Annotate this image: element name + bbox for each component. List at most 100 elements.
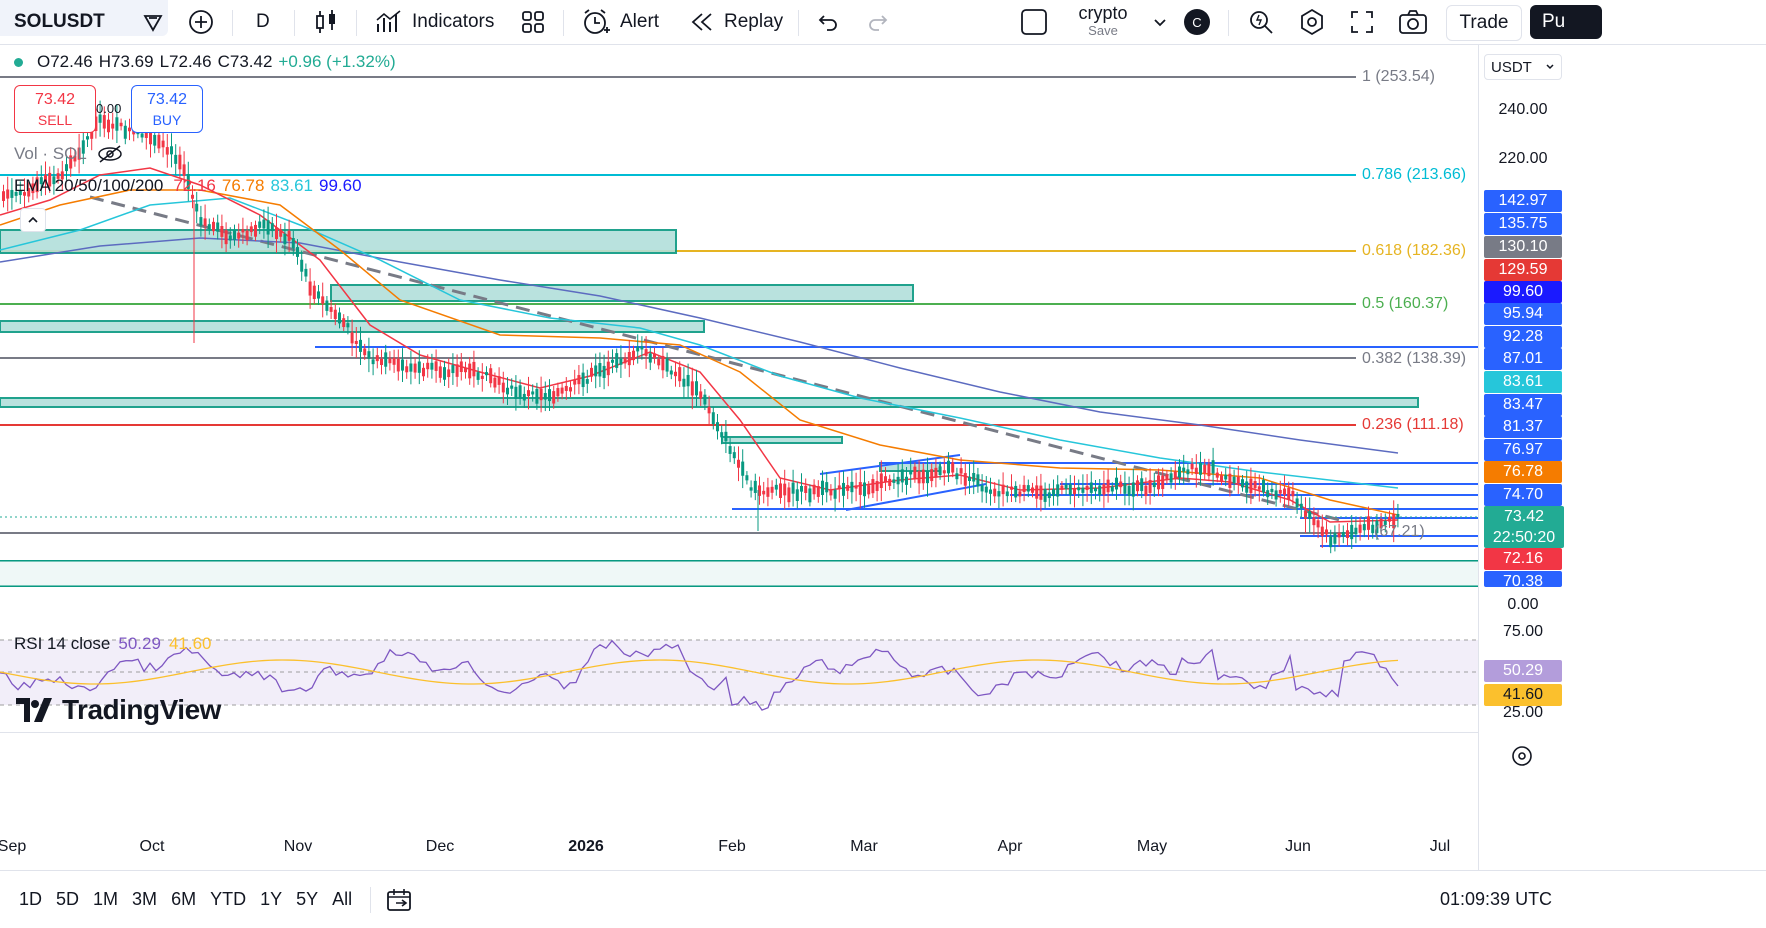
rsi-scale-label: 75.00 — [1502, 623, 1544, 640]
fullscreen-icon[interactable] — [1350, 0, 1374, 44]
sell-button[interactable]: 73.42 SELL — [14, 85, 96, 133]
scale-settings-icon[interactable] — [1510, 744, 1534, 773]
clock-utc[interactable]: 01:09:39 UTC — [1440, 889, 1553, 909]
price-chart[interactable] — [0, 44, 1766, 927]
eye-hidden-icon[interactable] — [97, 144, 123, 164]
settings-gear-icon[interactable] — [1298, 0, 1326, 44]
rsi-legend[interactable]: RSI 14 close 50.29 41.60 — [14, 634, 211, 654]
candle-body — [10, 189, 14, 198]
candle-body — [527, 390, 530, 397]
candle-body — [674, 371, 677, 377]
candle-body — [1266, 490, 1270, 498]
candle-body — [934, 467, 938, 478]
layout-name-button[interactable]: crypto Save — [1072, 0, 1134, 44]
candle-body — [1199, 462, 1202, 475]
candle-body — [14, 191, 18, 196]
range-button-1d[interactable]: 1D — [19, 889, 43, 909]
candle-body — [52, 176, 56, 185]
candle-body — [1064, 484, 1068, 490]
ema100-value: 83.61 — [270, 176, 313, 195]
axis-badge: 72.16 — [1484, 548, 1562, 570]
rsi-ma-value: 41.60 — [168, 634, 212, 653]
candle-body — [312, 285, 316, 300]
publish-button[interactable]: Pu — [1530, 5, 1602, 39]
candle-body — [804, 485, 808, 494]
candle-body — [1144, 485, 1148, 497]
candle-body — [795, 489, 799, 501]
candle-body — [380, 358, 383, 366]
candle-body — [1245, 481, 1249, 493]
volume-legend[interactable]: Vol · SOL — [14, 144, 123, 164]
range-button-5d[interactable]: 5D — [56, 889, 80, 909]
candle-body — [800, 485, 803, 492]
axis-badge: 87.01 — [1484, 348, 1562, 370]
axis-badge: 81.37 — [1484, 416, 1562, 438]
candle-body — [770, 486, 774, 493]
ema-label: EMA 20/50/100/200 — [14, 176, 164, 195]
range-button-all[interactable]: All — [332, 889, 353, 909]
candle-body — [678, 367, 682, 382]
range-button-5y[interactable]: 5Y — [296, 889, 319, 909]
indicators-button[interactable]: Indicators — [376, 0, 494, 44]
compare-plus-icon[interactable] — [188, 0, 214, 44]
candle-body — [254, 224, 257, 237]
buy-button[interactable]: 73.42 BUY — [131, 85, 203, 133]
replay-button[interactable]: Replay — [690, 0, 783, 44]
candle-body — [1367, 516, 1370, 530]
candle-body — [270, 223, 274, 232]
candle-body — [1094, 488, 1097, 492]
candle-body — [489, 368, 493, 384]
candle-body — [1388, 516, 1391, 522]
candle-body — [39, 177, 43, 185]
candle-body — [833, 489, 837, 499]
candle-body — [598, 363, 602, 377]
demand-zone — [330, 284, 914, 302]
ema50-line — [0, 189, 1399, 516]
bar-countdown: 22:50:20 — [1492, 529, 1556, 546]
symbol-name[interactable]: SOLUSDT — [14, 11, 105, 32]
candle-body — [783, 483, 787, 496]
indicators-label: Indicators — [412, 11, 495, 32]
candle-body — [1098, 485, 1102, 496]
candle-body — [606, 361, 610, 376]
indicators-icon — [376, 10, 401, 32]
collapse-legend-button[interactable] — [20, 208, 46, 232]
alert-button[interactable]: Alert — [582, 0, 659, 44]
currency-select[interactable]: USDT — [1484, 54, 1562, 80]
range-button-3m[interactable]: 3M — [132, 889, 158, 909]
goto-date-icon[interactable] — [386, 871, 412, 928]
candle-body — [543, 393, 547, 400]
candle-body — [779, 483, 782, 498]
chevron-down-icon[interactable] — [1152, 0, 1168, 44]
add-symbol-icon[interactable] — [141, 0, 165, 44]
interval-button[interactable]: D — [256, 11, 270, 32]
candle-body — [111, 123, 115, 129]
range-button-1m[interactable]: 1M — [93, 889, 119, 909]
fib-level-0236: 0.236 (111.18) — [1362, 416, 1464, 434]
candle-body — [716, 422, 719, 432]
candle-body — [60, 171, 64, 180]
range-button-ytd[interactable]: YTD — [210, 889, 247, 909]
camera-icon[interactable] — [1398, 0, 1428, 44]
templates-icon[interactable] — [521, 0, 545, 44]
ema200-value: 99.60 — [318, 176, 362, 195]
redo-icon[interactable] — [866, 0, 890, 44]
candles-icon[interactable] — [314, 0, 338, 44]
layout-square-icon[interactable] — [1020, 0, 1048, 44]
range-button-1y[interactable]: 1Y — [260, 889, 283, 909]
symbol-search-box[interactable] — [0, 0, 168, 36]
quick-search-icon[interactable] — [1248, 0, 1274, 44]
candle-body — [1173, 471, 1177, 480]
tradingview-logo: TradingView — [16, 694, 221, 726]
candle-body — [686, 374, 690, 387]
candle-body — [65, 164, 68, 172]
candle-body — [1211, 460, 1215, 474]
ema-legend[interactable]: EMA 20/50/100/200 72.16 76.78 83.61 99.6… — [14, 176, 362, 196]
trade-button[interactable]: Trade — [1446, 5, 1522, 41]
candle-body — [1299, 503, 1303, 509]
range-button-6m[interactable]: 6M — [171, 889, 197, 909]
undo-icon[interactable] — [816, 0, 840, 44]
candle-body — [707, 406, 711, 414]
avatar[interactable]: C — [1184, 0, 1210, 44]
candle-body — [1383, 520, 1387, 525]
